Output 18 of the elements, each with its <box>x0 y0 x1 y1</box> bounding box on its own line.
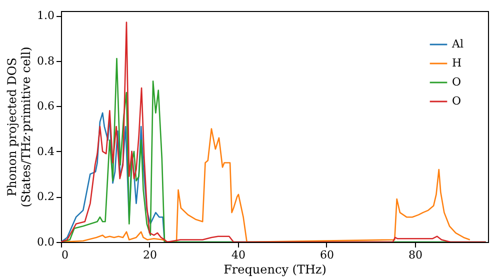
legend-label: H <box>452 56 462 70</box>
y-tick-label: 0.6 <box>37 100 54 113</box>
x-tick-label: 20 <box>142 248 157 262</box>
line-series <box>61 22 486 242</box>
legend-label: O <box>452 76 462 88</box>
x-tick-label: 0 <box>62 248 68 262</box>
y-tick-label: 0.8 <box>37 54 54 68</box>
legend-label: Al <box>451 38 464 50</box>
y-tick-label: 0.0 <box>37 236 54 248</box>
x-axis-title: Frequency (THz) <box>224 262 326 276</box>
x-tick-label: 40 <box>231 248 246 262</box>
x-tick-label: 80 <box>408 248 422 262</box>
y-axis-title: Phonon projected DOS (States/THz·primitive cell) <box>5 46 34 208</box>
y-tick-label: 0.2 <box>37 190 54 204</box>
y-tick-label: 0.4 <box>37 144 54 158</box>
y-tick-label: 1.0 <box>37 9 54 22</box>
legend-label: O <box>452 94 462 108</box>
x-tick-label: 60 <box>320 248 334 262</box>
